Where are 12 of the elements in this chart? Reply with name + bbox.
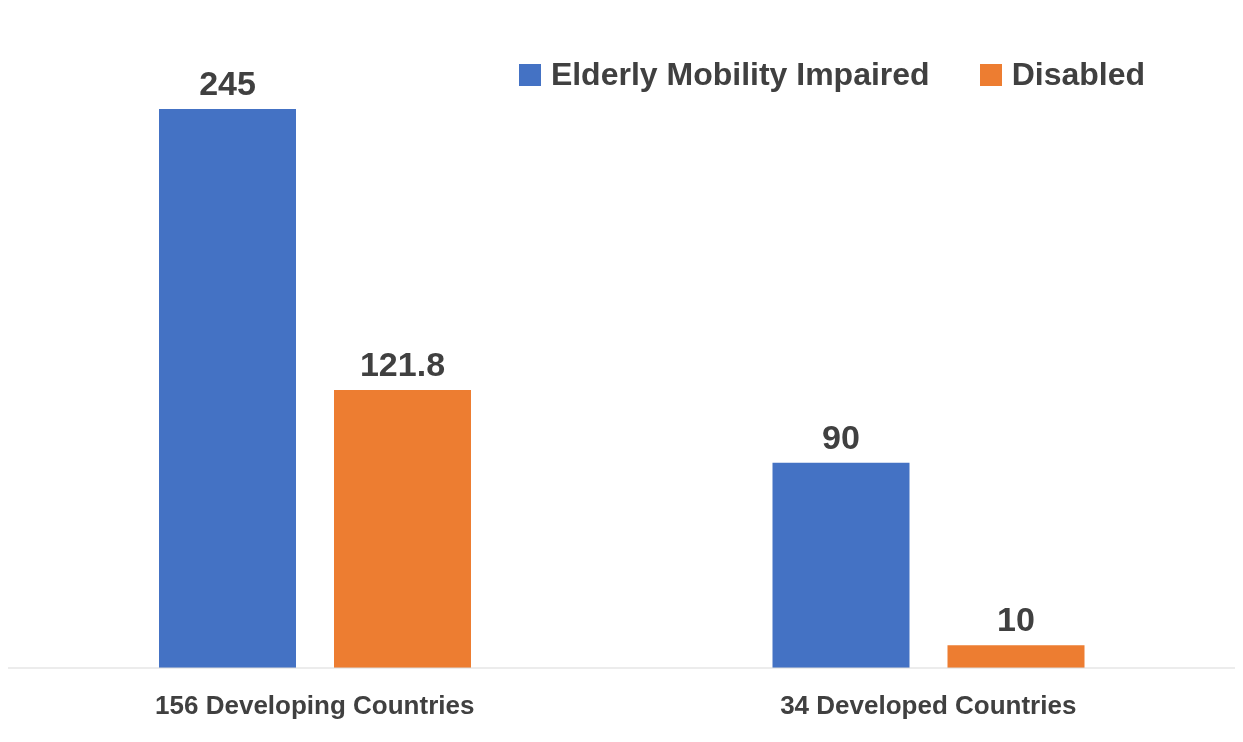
bar — [772, 462, 910, 668]
legend-label: Elderly Mobility Impaired — [550, 56, 930, 93]
x-tick-label: 34 Developed Countries — [780, 690, 1077, 721]
data-label: 90 — [822, 417, 860, 456]
data-label: 10 — [997, 600, 1035, 639]
bar — [334, 390, 471, 668]
bar — [159, 109, 296, 668]
data-label: 121.8 — [359, 345, 446, 384]
x-tick-label: 156 Developing Countries — [155, 690, 475, 721]
bar — [947, 645, 1085, 668]
legend-label: Disabled — [1011, 56, 1145, 93]
data-label: 245 — [199, 64, 256, 102]
